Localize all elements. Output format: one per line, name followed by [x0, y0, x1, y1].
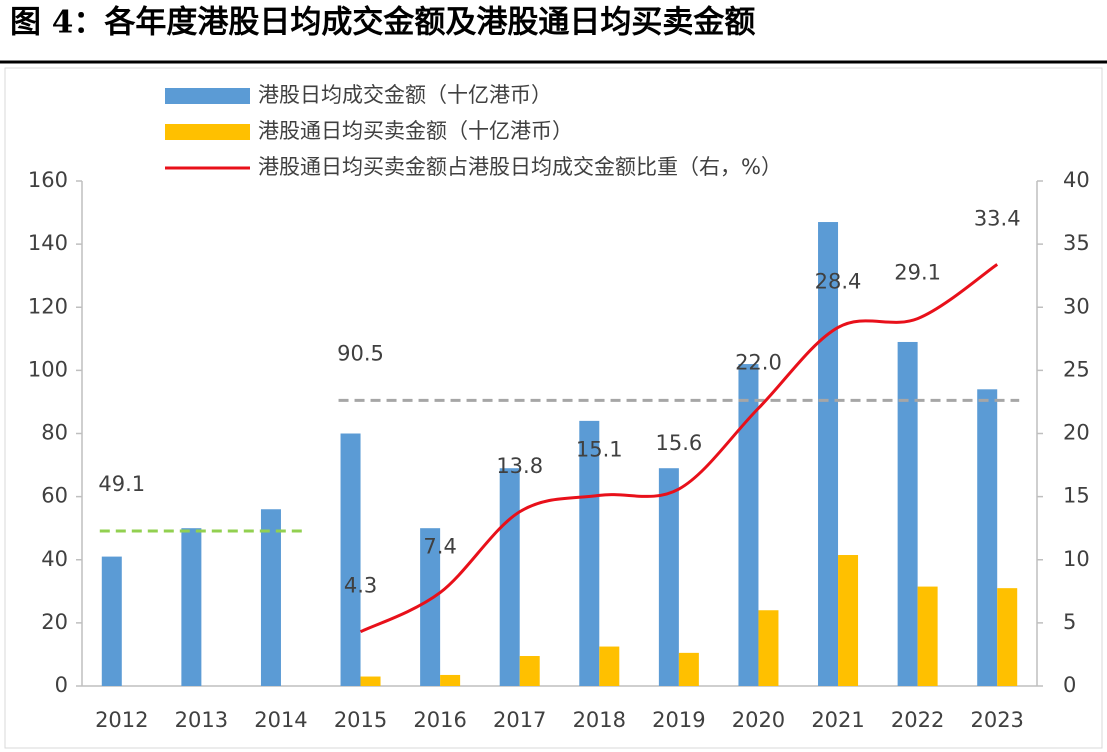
y-tick-label: 80	[41, 421, 68, 445]
x-tick-label: 2012	[95, 708, 148, 732]
data-label: 13.8	[496, 454, 543, 478]
y2-tick-label: 35	[1063, 231, 1090, 255]
y-tick-label: 100	[28, 357, 68, 381]
x-tick-label: 2016	[413, 708, 466, 732]
data-label: 28.4	[815, 269, 862, 293]
legend-label: 港股通日均买卖金额占港股日均成交金额比重（右，%）	[258, 155, 782, 179]
y-tick-label: 0	[55, 673, 68, 697]
y2-tick-label: 30	[1063, 294, 1090, 318]
bar	[678, 652, 699, 686]
x-tick-label: 2020	[732, 708, 785, 732]
data-label: 7.4	[423, 535, 456, 559]
y-tick-label: 20	[41, 610, 68, 634]
bar	[340, 433, 361, 686]
y-tick-label: 60	[41, 484, 68, 508]
legend-label: 港股日均成交金额（十亿港币）	[258, 83, 552, 107]
bar	[579, 420, 600, 686]
data-label: 22.0	[735, 350, 782, 374]
bar	[499, 468, 520, 686]
bar	[977, 389, 998, 686]
chart-frame	[4, 67, 1103, 749]
bar	[440, 674, 461, 686]
data-label: 15.1	[576, 437, 623, 461]
x-tick-label: 2015	[334, 708, 387, 732]
bar	[260, 509, 281, 686]
y-tick-label: 160	[28, 168, 68, 192]
line	[359, 263, 999, 634]
y2-tick-label: 25	[1063, 357, 1090, 381]
y-tick-label: 140	[28, 231, 68, 255]
x-tick-label: 2023	[970, 708, 1023, 732]
y2-tick-label: 40	[1063, 168, 1090, 192]
bar	[897, 341, 918, 686]
y2-tick-label: 5	[1063, 610, 1076, 634]
data-label: 4.3	[344, 574, 377, 598]
x-tick-label: 2021	[811, 708, 864, 732]
bar	[738, 364, 759, 686]
bar	[758, 610, 779, 686]
bar	[181, 528, 202, 686]
bar	[519, 656, 540, 686]
data-label: 29.1	[894, 261, 941, 285]
bar	[658, 468, 679, 686]
x-tick-label: 2013	[175, 708, 228, 732]
legend-label: 港股通日均买卖金额（十亿港币）	[258, 119, 573, 143]
bar	[101, 556, 122, 686]
data-label: 15.6	[655, 431, 702, 455]
y2-tick-label: 10	[1063, 547, 1090, 571]
bar	[917, 586, 938, 686]
legend-swatch	[165, 124, 250, 140]
x-tick-label: 2019	[652, 708, 705, 732]
x-tick-label: 2018	[573, 708, 626, 732]
reference-label: 90.5	[337, 341, 384, 365]
data-label: 33.4	[974, 206, 1021, 230]
y2-tick-label: 20	[1063, 421, 1090, 445]
y2-tick-label: 15	[1063, 484, 1090, 508]
chart-title: 图 4：各年度港股日均成交金额及港股通日均买卖金额	[10, 5, 755, 41]
y-tick-label: 120	[28, 294, 68, 318]
y2-tick-label: 0	[1063, 673, 1076, 697]
bar	[420, 528, 441, 686]
x-tick-label: 2017	[493, 708, 546, 732]
bar	[599, 646, 620, 686]
y-tick-label: 40	[41, 547, 68, 571]
x-tick-label: 2014	[254, 708, 307, 732]
legend-swatch	[165, 88, 250, 104]
bar	[838, 555, 859, 686]
bar	[360, 676, 381, 686]
bar	[997, 588, 1018, 686]
x-tick-label: 2022	[891, 708, 944, 732]
reference-label: 49.1	[98, 472, 145, 496]
